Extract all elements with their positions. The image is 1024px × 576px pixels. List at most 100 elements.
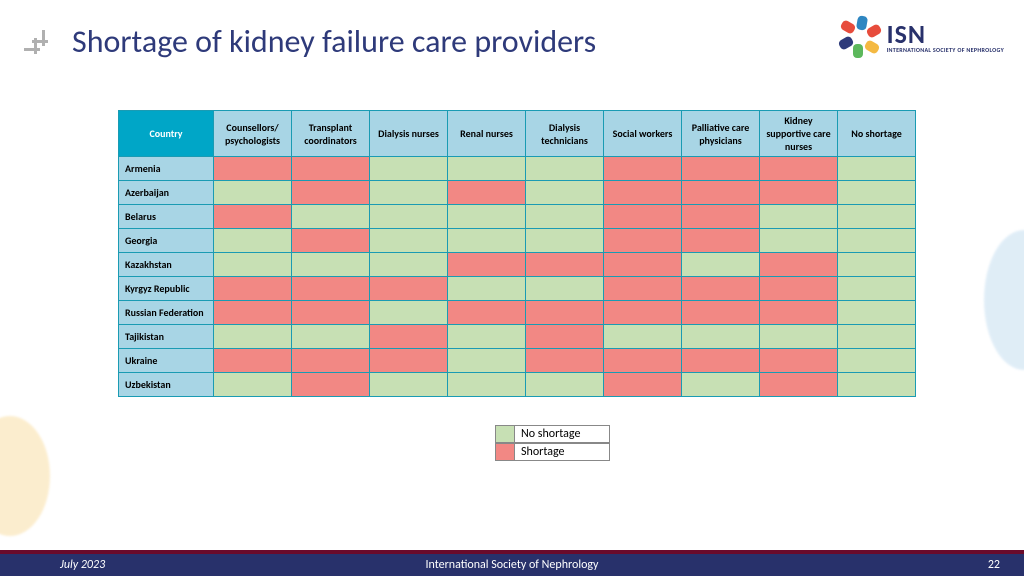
status-cell (682, 325, 760, 349)
status-cell (760, 229, 838, 253)
status-cell (760, 325, 838, 349)
legend-label: No shortage (515, 425, 610, 443)
status-cell (838, 325, 916, 349)
status-cell (214, 253, 292, 277)
table-header-cell: Dialysis nurses (370, 111, 448, 157)
status-cell (760, 349, 838, 373)
status-cell (526, 157, 604, 181)
status-cell (370, 205, 448, 229)
table-header-cell: No shortage (838, 111, 916, 157)
status-cell (838, 157, 916, 181)
legend-row: Shortage (495, 443, 610, 461)
status-cell (292, 229, 370, 253)
status-cell (760, 157, 838, 181)
status-cell (448, 181, 526, 205)
status-cell (604, 373, 682, 397)
status-cell (370, 181, 448, 205)
status-cell (370, 157, 448, 181)
status-cell (448, 277, 526, 301)
status-cell (838, 253, 916, 277)
country-cell: Kyrgyz Republic (119, 277, 214, 301)
table-body: ArmeniaAzerbaijanBelarusGeorgiaKazakhsta… (119, 157, 916, 397)
status-cell (838, 181, 916, 205)
status-cell (448, 157, 526, 181)
country-cell: Azerbaijan (119, 181, 214, 205)
status-cell (526, 373, 604, 397)
status-cell (760, 205, 838, 229)
status-cell (292, 253, 370, 277)
table-header-cell: Transplant coordinators (292, 111, 370, 157)
table-row: Tajikistan (119, 325, 916, 349)
status-cell (448, 229, 526, 253)
status-cell (682, 349, 760, 373)
legend-label: Shortage (515, 443, 610, 461)
status-cell (760, 277, 838, 301)
table-row: Russian Federation (119, 301, 916, 325)
status-cell (682, 301, 760, 325)
status-cell (448, 301, 526, 325)
status-cell (370, 325, 448, 349)
table-row: Azerbaijan (119, 181, 916, 205)
country-cell: Kazakhstan (119, 253, 214, 277)
status-cell (292, 349, 370, 373)
status-cell (682, 157, 760, 181)
status-cell (682, 277, 760, 301)
footer-org: International Society of Nephrology (0, 558, 1024, 572)
status-cell (292, 205, 370, 229)
table-row: Kazakhstan (119, 253, 916, 277)
table-header-cell: Kidney supportive care nurses (760, 111, 838, 157)
status-cell (682, 181, 760, 205)
status-cell (760, 181, 838, 205)
decor-blob-right (984, 230, 1024, 370)
status-cell (682, 253, 760, 277)
status-cell (760, 253, 838, 277)
status-cell (370, 301, 448, 325)
country-cell: Armenia (119, 157, 214, 181)
country-cell: Uzbekistan (119, 373, 214, 397)
table-row: Ukraine (119, 349, 916, 373)
status-cell (370, 277, 448, 301)
status-cell (838, 205, 916, 229)
table-header-cell: Counsellors/ psychologists (214, 111, 292, 157)
page-title: Shortage of kidney failure care provider… (72, 22, 596, 61)
status-cell (838, 373, 916, 397)
table-row: Armenia (119, 157, 916, 181)
status-cell (526, 253, 604, 277)
status-cell (214, 157, 292, 181)
status-cell (604, 205, 682, 229)
status-cell (838, 349, 916, 373)
status-cell (526, 229, 604, 253)
status-cell (214, 277, 292, 301)
logo-text-sub: INTERNATIONAL SOCIETY OF NEPHROLOGY (887, 47, 1004, 53)
status-cell (526, 301, 604, 325)
table-header-cell: Renal nurses (448, 111, 526, 157)
status-cell (292, 301, 370, 325)
table-header-row: CountryCounsellors/ psychologistsTranspl… (119, 111, 916, 157)
footer-page: 22 (988, 558, 1000, 572)
shortage-table: CountryCounsellors/ psychologistsTranspl… (118, 110, 916, 397)
legend-row: No shortage (495, 425, 610, 443)
status-cell (682, 205, 760, 229)
status-cell (604, 157, 682, 181)
status-cell (604, 349, 682, 373)
status-cell (214, 229, 292, 253)
status-cell (682, 229, 760, 253)
status-cell (448, 373, 526, 397)
status-cell (682, 373, 760, 397)
status-cell (604, 277, 682, 301)
status-cell (292, 325, 370, 349)
status-cell (214, 373, 292, 397)
status-cell (838, 301, 916, 325)
status-cell (604, 181, 682, 205)
status-cell (292, 373, 370, 397)
status-cell (604, 253, 682, 277)
status-cell (214, 349, 292, 373)
decor-blob-left (0, 416, 50, 536)
table-row: Uzbekistan (119, 373, 916, 397)
status-cell (292, 181, 370, 205)
status-cell (370, 373, 448, 397)
status-cell (370, 229, 448, 253)
status-cell (448, 349, 526, 373)
status-cell (214, 205, 292, 229)
status-cell (526, 325, 604, 349)
